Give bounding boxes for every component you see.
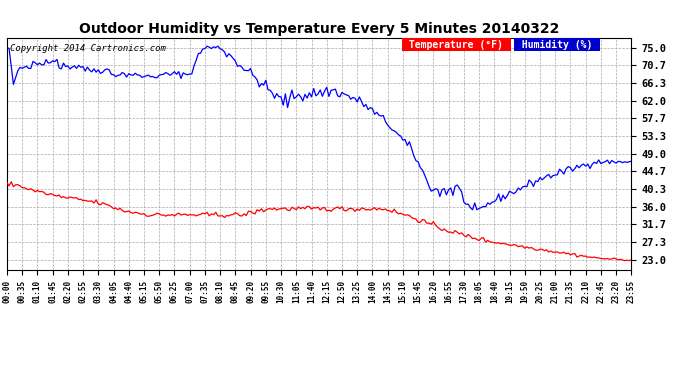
Title: Outdoor Humidity vs Temperature Every 5 Minutes 20140322: Outdoor Humidity vs Temperature Every 5 … — [79, 22, 560, 36]
Text: Humidity (%): Humidity (%) — [516, 40, 598, 50]
Text: Copyright 2014 Cartronics.com: Copyright 2014 Cartronics.com — [10, 45, 166, 54]
Text: Temperature (°F): Temperature (°F) — [404, 40, 509, 50]
